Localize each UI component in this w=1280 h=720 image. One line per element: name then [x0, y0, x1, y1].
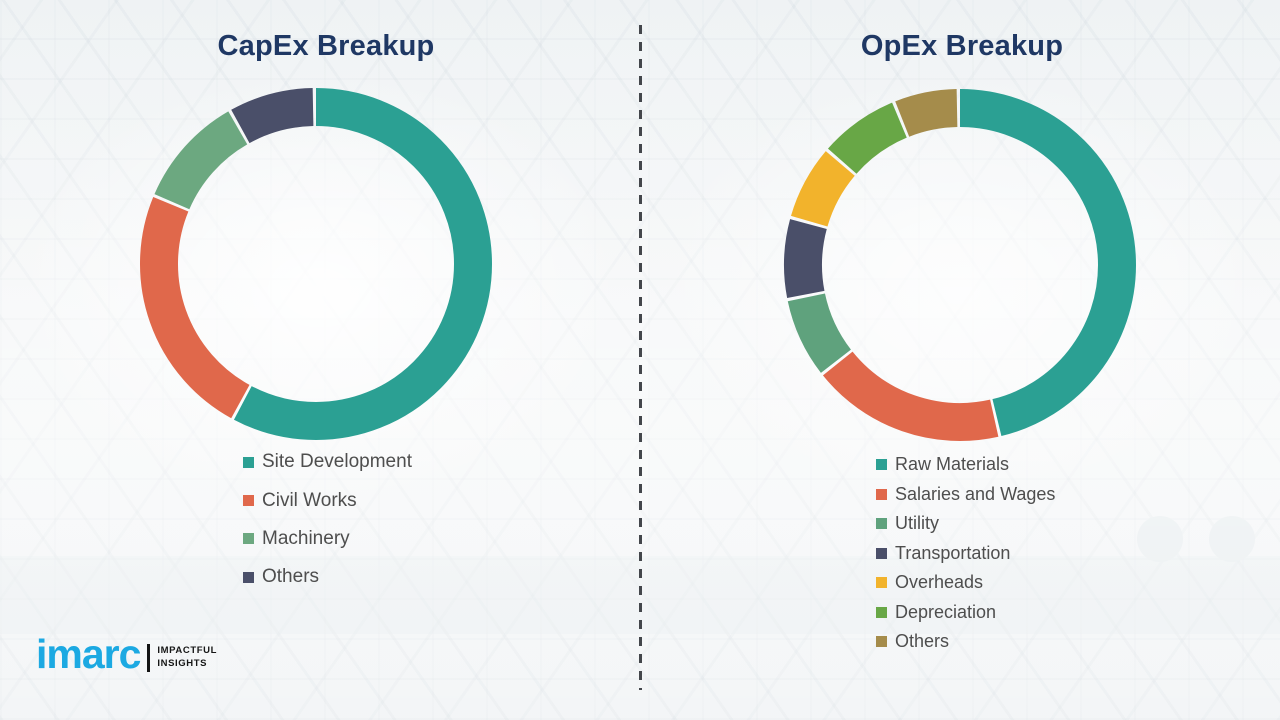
legend-item: Salaries and Wages [876, 480, 1055, 510]
legend-item: Civil Works [243, 481, 412, 519]
legend-marker [876, 606, 887, 618]
legend-marker [876, 636, 887, 648]
donut-segment-transportation [784, 89, 1136, 441]
donut-segment-site-development [140, 88, 492, 440]
legend-item: Overheads [876, 568, 1055, 598]
legend-label: Salaries and Wages [895, 483, 1056, 504]
donut-segment-machinery [140, 88, 492, 440]
donut-segment-others [784, 89, 1136, 441]
legend-marker [876, 577, 887, 589]
legend-marker [876, 518, 887, 530]
opex-donut-svg [783, 88, 1137, 441]
capex-donut-chart [136, 84, 496, 444]
legend-item: Transportation [876, 539, 1055, 569]
donut-segment-civil-works [140, 88, 492, 440]
legend-label: Others [262, 566, 320, 588]
legend-label: Civil Works [262, 489, 357, 511]
legend-marker [876, 459, 887, 471]
donut-segment-raw-materials [784, 89, 1136, 441]
capex-legend: Site Development Civil Works Machinery Othe… [243, 443, 412, 597]
legend-marker [243, 495, 254, 507]
legend-item: Machinery [243, 520, 412, 558]
legend-marker [243, 456, 254, 468]
legend-item: Raw Materials [876, 450, 1055, 480]
imarc-logo: imarc IMPACTFUL INSIGHTS [36, 634, 217, 675]
legend-label: Raw Materials [895, 454, 1010, 475]
legend-label: Utility [895, 513, 939, 534]
logo-tagline-line2: INSIGHTS [157, 657, 208, 669]
donut-segment-overheads [784, 88, 1137, 441]
legend-label: Depreciation [895, 601, 997, 622]
legend-label: Others [895, 631, 950, 652]
legend-marker [876, 488, 887, 500]
legend-item: Others [243, 558, 412, 596]
donut-segment-utility [784, 89, 1136, 441]
donut-segment-others [140, 88, 492, 440]
legend-item: Site Development [243, 443, 412, 481]
legend-label: Transportation [895, 542, 1011, 563]
logo-tagline-line1: IMPACTFUL [157, 645, 217, 657]
divider-dashed-line [639, 25, 642, 690]
legend-item: Depreciation [876, 598, 1055, 628]
capex-donut-svg [140, 88, 492, 440]
opex-legend: Raw Materials Salaries and Wages Utility Tr… [876, 450, 1055, 657]
legend-label: Machinery [262, 527, 350, 549]
legend-marker [243, 571, 254, 583]
donut-segment-depreciation [784, 89, 1136, 441]
capex-title: CapEx Breakup [217, 30, 435, 62]
legend-marker [876, 547, 887, 559]
legend-label: Site Development [262, 451, 412, 473]
logo-divider-bar [147, 643, 151, 672]
logo-tagline: IMPACTFUL INSIGHTS [157, 645, 217, 670]
imarc-wordmark: imarc [36, 631, 141, 677]
opex-title: OpEx Breakup [860, 30, 1064, 62]
legend-label: Overheads [895, 572, 984, 593]
legend-item: Utility [876, 509, 1055, 539]
legend-marker [243, 533, 254, 545]
legend-item: Others [876, 627, 1055, 657]
opex-donut-chart [780, 85, 1140, 445]
donut-segment-salaries-and-wages [783, 89, 1136, 441]
